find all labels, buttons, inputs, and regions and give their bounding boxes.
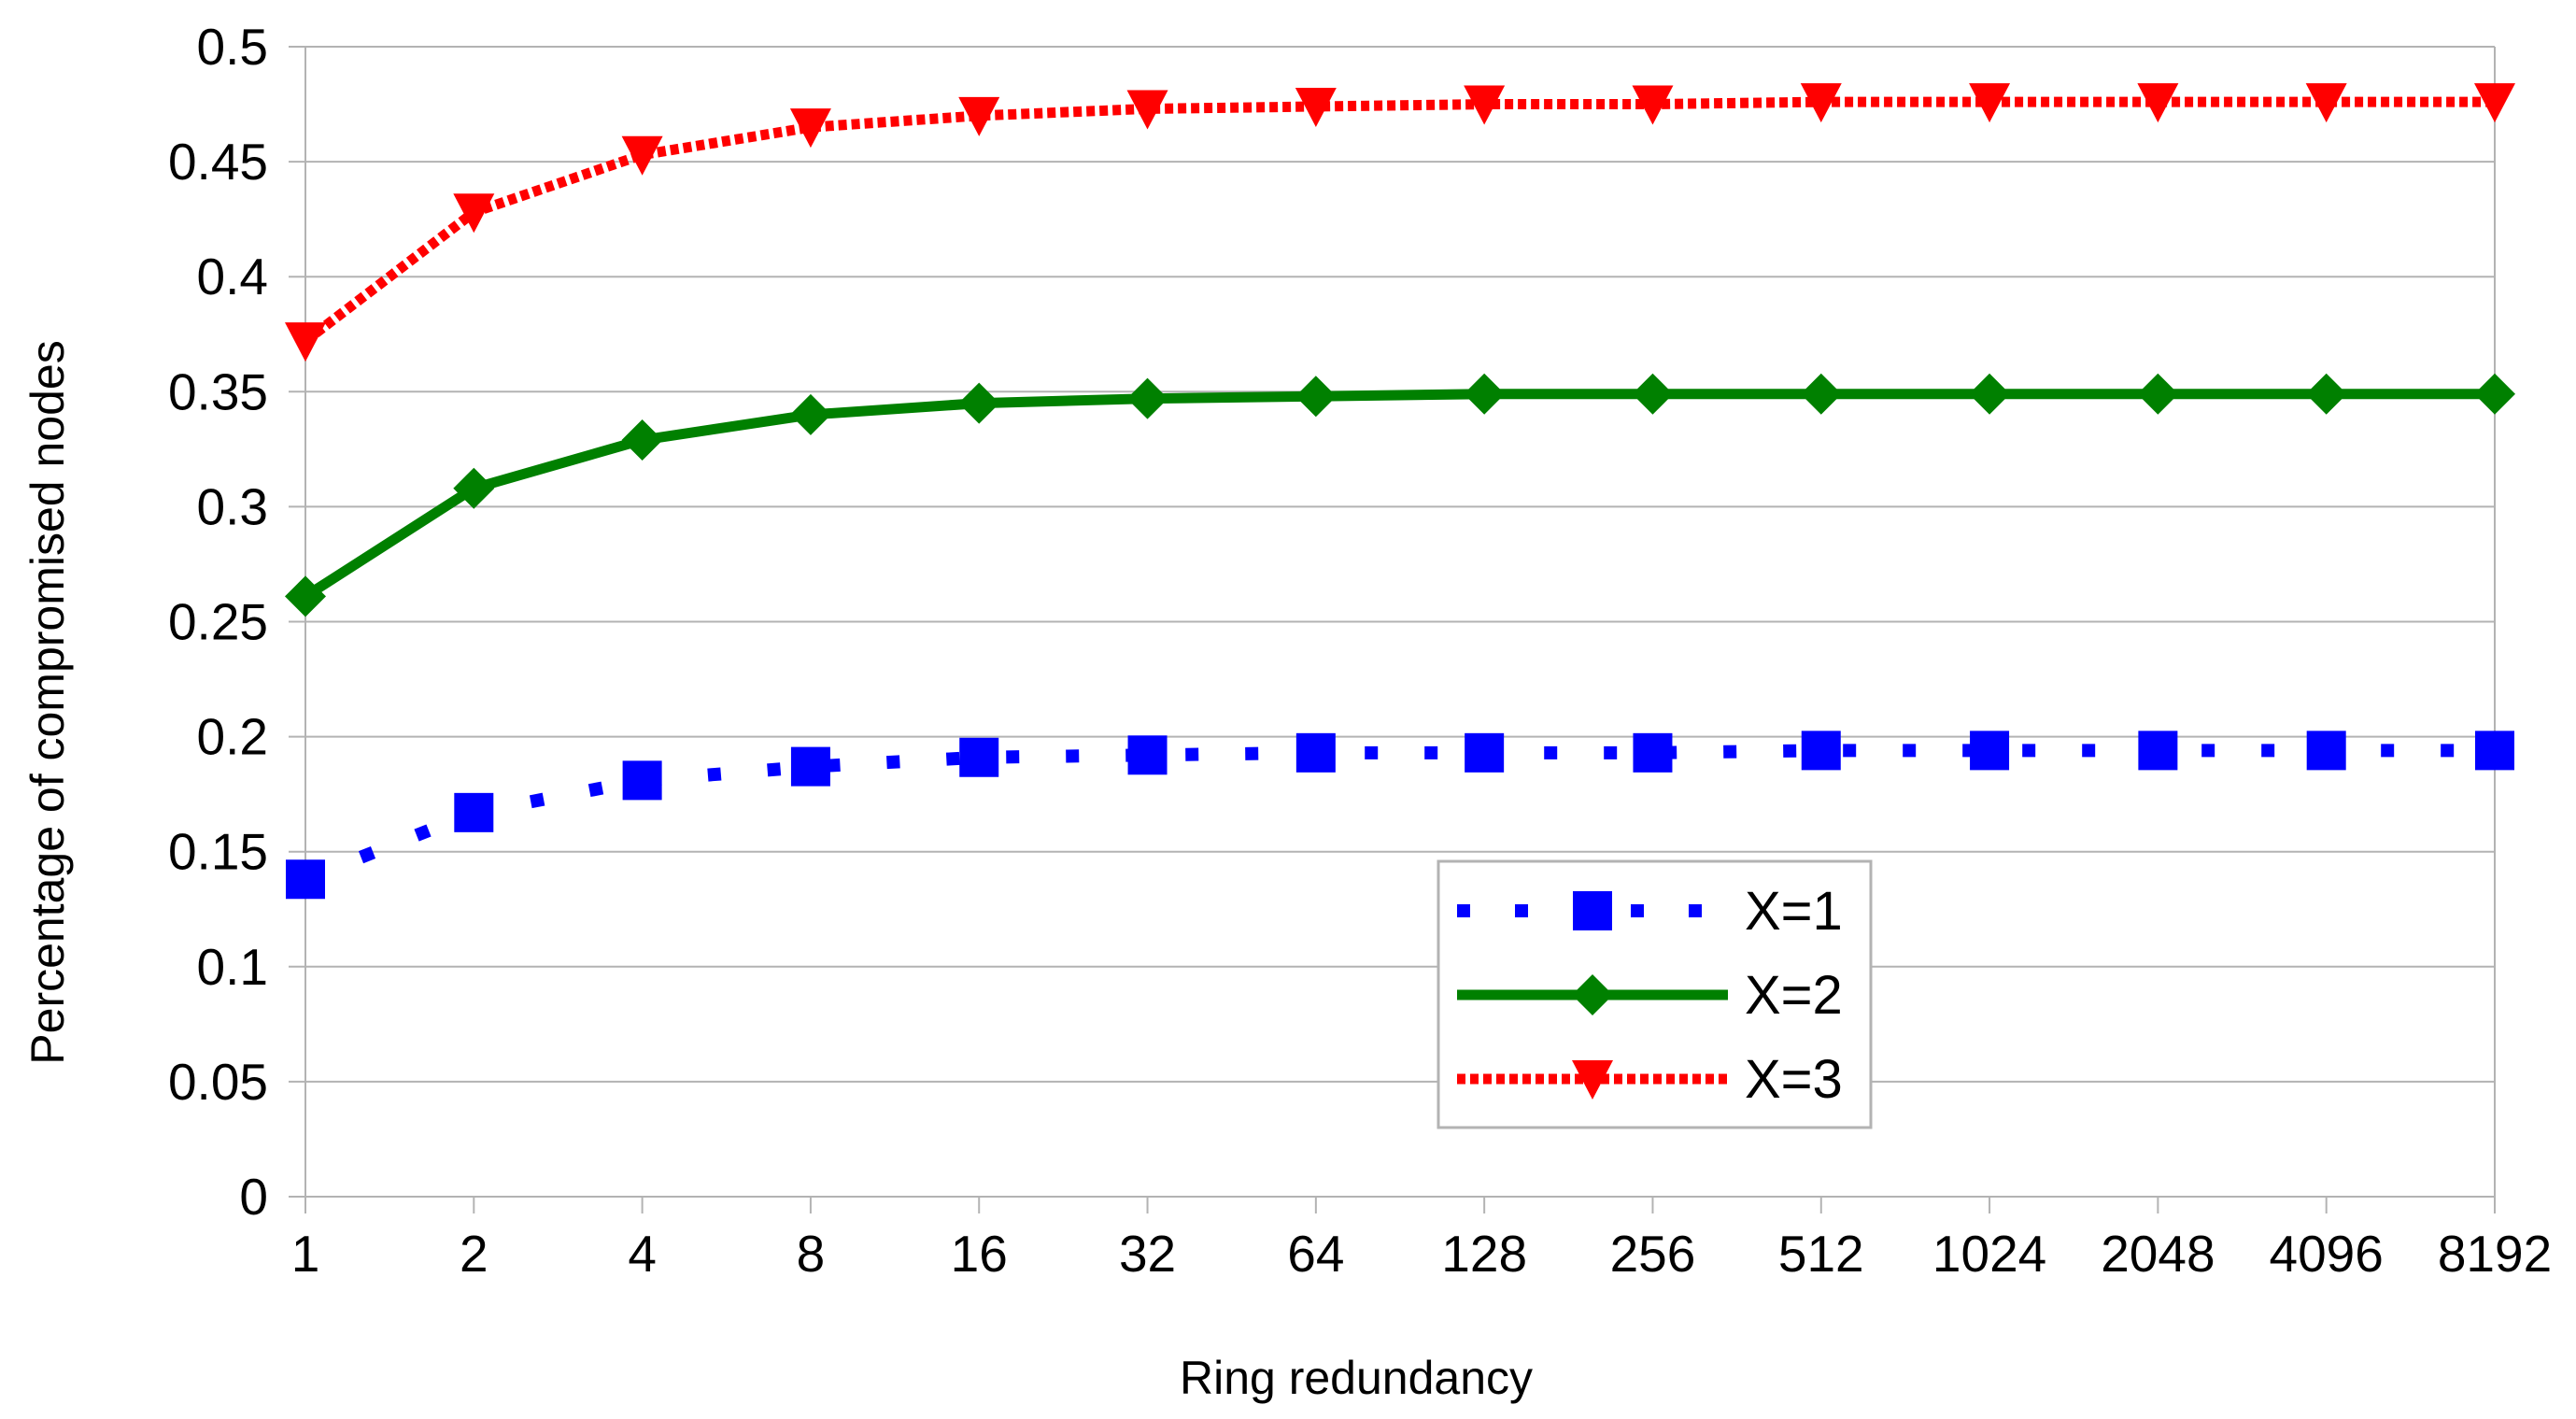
- series-x1-point: [286, 859, 325, 900]
- series-x1-point: [454, 792, 494, 832]
- legend-label-x2: X=2: [1745, 965, 1843, 1026]
- series-x1-point: [1633, 732, 1673, 773]
- series-x2-point: [1295, 376, 1337, 418]
- x-tick-label: 4096: [2270, 1225, 2384, 1283]
- series-x3-point: [1126, 90, 1168, 130]
- y-tick-label: 0.1: [197, 938, 268, 996]
- series-x2-point: [2305, 373, 2347, 415]
- series-x1-point: [959, 737, 999, 777]
- series-x3-point: [1295, 88, 1337, 128]
- series-x2-point: [621, 419, 663, 461]
- legend-marker-x1: [1573, 891, 1612, 930]
- series-x3-point: [2305, 83, 2347, 123]
- x-tick-label: 64: [1287, 1225, 1344, 1283]
- x-tick-label: 8192: [2438, 1225, 2552, 1283]
- series-x2-point: [1632, 373, 1674, 415]
- series-x1-point: [2138, 731, 2178, 771]
- x-tick-label: 4: [628, 1225, 657, 1283]
- series-x3-point: [1969, 83, 2011, 123]
- x-axis-title: Ring redundancy: [1180, 1352, 1533, 1404]
- y-tick-label: 0.2: [197, 708, 268, 766]
- y-tick-label: 0.15: [168, 823, 268, 881]
- grid-layer: [305, 46, 2496, 1198]
- legend-label-x1: X=1: [1745, 881, 1843, 942]
- x-tick-label: 512: [1778, 1225, 1864, 1283]
- x-tick-label: 8: [797, 1225, 826, 1283]
- series-x2-point: [285, 575, 326, 617]
- series-x1-point: [2475, 731, 2514, 771]
- y-tick-label: 0.35: [168, 362, 268, 420]
- series-x2-point: [1800, 373, 1842, 415]
- axis-layer: 0 0.05 0.1 0.15 0.2 0.25 0.3 0.35 0.4 0.45 0.5 1 2 4 8…: [168, 18, 2552, 1283]
- legend: X=1 X=2 X=3: [1437, 859, 1873, 1129]
- y-tick-label: 0.4: [197, 248, 268, 305]
- series-x2-point: [958, 382, 1000, 424]
- series-x1-point: [1970, 731, 2010, 771]
- series-layer: [285, 83, 2515, 900]
- series-x2-point: [1464, 373, 1506, 415]
- x-tick-label: 2048: [2101, 1225, 2215, 1283]
- series-x1-point: [2306, 731, 2346, 771]
- series-x3-point: [453, 193, 495, 234]
- y-tick-label: 0.25: [168, 593, 268, 651]
- y-tick-label: 0: [239, 1168, 268, 1226]
- series-line-x2: [303, 389, 2495, 602]
- legend-label-x3: X=3: [1745, 1049, 1843, 1110]
- series-x3-point: [789, 108, 831, 149]
- series-x1-point: [622, 760, 662, 801]
- y-tick-label: 0.3: [197, 477, 268, 535]
- series-x2-point: [1126, 377, 1168, 419]
- series-x2-point: [1969, 373, 2011, 415]
- x-tick-label: 16: [951, 1225, 1008, 1283]
- y-tick-label: 0.45: [168, 133, 268, 191]
- series-x3-point: [1464, 85, 1506, 125]
- series-x3-point: [1800, 83, 1842, 123]
- series-x2-point: [2137, 373, 2179, 415]
- legend-marker-x3: [1572, 1060, 1613, 1100]
- series-x3-point: [621, 135, 663, 176]
- series-x2-point: [2474, 373, 2515, 415]
- x-tick-label: 1: [291, 1225, 320, 1283]
- series-x3-point: [1632, 85, 1674, 125]
- x-tick-label: 1024: [1932, 1225, 2046, 1283]
- x-tick-label: 128: [1441, 1225, 1527, 1283]
- x-tick-label: 256: [1610, 1225, 1696, 1283]
- series-x3-point: [958, 96, 1000, 136]
- y-axis-title: Percentage of compromised nodes: [21, 340, 74, 1064]
- series-x1-point: [1127, 735, 1168, 775]
- x-tick-label: 2: [460, 1225, 488, 1283]
- series-x2-point: [453, 467, 495, 509]
- series-x3-point: [2137, 83, 2179, 123]
- series-x3-point: [2474, 83, 2515, 123]
- series-x1-point: [790, 746, 830, 787]
- y-tick-label: 0.5: [197, 18, 268, 76]
- x-tick-label: 32: [1119, 1225, 1176, 1283]
- series-x3-point: [285, 322, 326, 362]
- series-x1-point: [1295, 732, 1336, 773]
- series-x1-point: [1465, 732, 1505, 773]
- series-x2-point: [789, 393, 831, 435]
- series-x1-point: [1801, 731, 1841, 771]
- legend-marker-x2: [1572, 974, 1613, 1015]
- y-tick-label: 0.05: [168, 1053, 268, 1111]
